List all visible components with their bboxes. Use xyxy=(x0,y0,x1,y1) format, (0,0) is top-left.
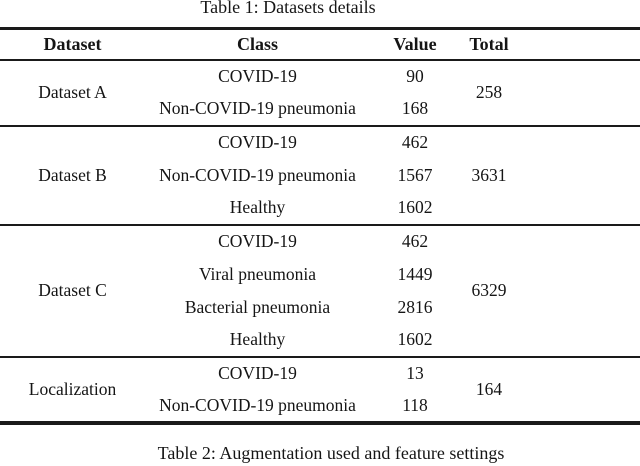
class-cell: COVID-19 xyxy=(218,363,297,383)
value-cell: 1602 xyxy=(397,197,433,217)
table-row: Non-COVID-19 pneumonia 1567 xyxy=(0,159,640,192)
total-cell: 258 xyxy=(475,82,503,102)
value-cell: 2816 xyxy=(397,296,433,317)
dataset-name: Dataset A xyxy=(38,82,107,102)
table-row: Non-COVID-19 pneumonia 168 xyxy=(0,93,640,126)
dataset-group-c: Dataset C COVID-19 462 6329 Viral pneumo… xyxy=(0,224,640,357)
dataset-group-localization: Localization COVID-19 13 164 Non-COVID-1… xyxy=(0,356,640,423)
table-row: Healthy 1602 xyxy=(0,192,640,225)
dataset-name: Dataset C xyxy=(38,280,107,300)
value-cell: 462 xyxy=(401,231,429,251)
total-cell: 164 xyxy=(475,378,503,399)
col-header-total: Total xyxy=(469,33,509,54)
table1-caption: Table 1: Datasets details xyxy=(200,0,376,17)
table-row: Non-COVID-19 pneumonia 118 xyxy=(0,390,640,423)
class-cell: Non-COVID-19 pneumonia xyxy=(159,164,356,185)
total-cell: 3631 xyxy=(471,164,507,185)
table-row: Localization COVID-19 13 164 xyxy=(0,357,640,399)
value-cell: 1449 xyxy=(397,263,433,284)
class-cell: Non-COVID-19 pneumonia xyxy=(159,394,356,415)
value-cell: 1602 xyxy=(397,329,433,349)
class-cell: COVID-19 xyxy=(218,66,297,86)
table-row: Dataset A COVID-19 90 258 xyxy=(0,60,640,102)
spacer-cell xyxy=(518,225,640,357)
spacer-column xyxy=(518,29,640,60)
table-row: Bacterial pneumonia 2816 xyxy=(0,291,640,324)
class-cell: COVID-19 xyxy=(218,132,297,152)
spacer-cell xyxy=(518,357,640,423)
class-cell: Healthy xyxy=(229,329,286,349)
value-cell: 168 xyxy=(401,98,429,118)
spacer-cell xyxy=(518,60,640,126)
table-row: Dataset C COVID-19 462 6329 xyxy=(0,225,640,300)
col-header-dataset: Dataset xyxy=(43,33,102,54)
class-cell: Bacterial pneumonia xyxy=(184,296,331,317)
table2-caption: Table 2: Augmentation used and feature s… xyxy=(157,442,505,463)
dataset-group-a: Dataset A COVID-19 90 258 Non-COVID-19 p… xyxy=(0,60,640,126)
col-header-class: Class xyxy=(236,33,278,54)
dataset-group-b: Dataset B COVID-19 462 3631 Non-COVID-19… xyxy=(0,125,640,225)
dataset-name: Dataset B xyxy=(38,164,107,185)
class-cell: COVID-19 xyxy=(218,231,297,251)
value-cell: 90 xyxy=(406,66,424,86)
table-row: Viral pneumonia 1449 xyxy=(0,258,640,291)
value-cell: 13 xyxy=(406,363,424,383)
class-cell: Healthy xyxy=(229,197,286,217)
value-cell: 1567 xyxy=(397,164,433,185)
table-row: Dataset B COVID-19 462 3631 xyxy=(0,126,640,185)
dataset-name: Localization xyxy=(28,378,117,399)
value-cell: 462 xyxy=(401,132,429,152)
class-cell: Non-COVID-19 pneumonia xyxy=(159,98,356,118)
datasets-table-header: Dataset Class Value Total xyxy=(0,29,640,60)
value-cell: 118 xyxy=(402,394,428,415)
header-row: Dataset Class Value Total xyxy=(0,29,640,60)
spacer-cell xyxy=(518,126,640,225)
col-header-value: Value xyxy=(393,33,437,54)
class-cell: Viral pneumonia xyxy=(198,263,317,284)
table-row: Healthy 1602 xyxy=(0,324,640,357)
datasets-table: Dataset Class Value Total Dataset A COVI… xyxy=(0,27,640,425)
total-cell: 6329 xyxy=(471,280,507,300)
